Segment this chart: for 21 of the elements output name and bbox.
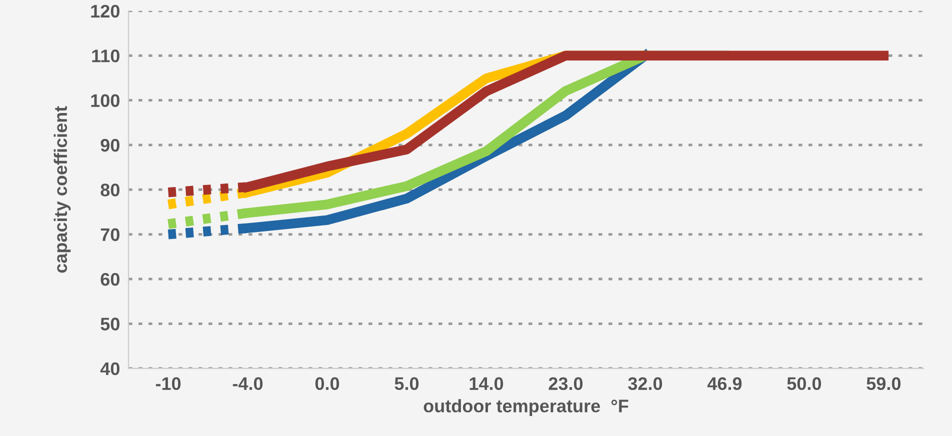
y-tick-label: 70	[100, 228, 120, 242]
x-tick-label: 59.0	[866, 377, 901, 390]
y-tick-label: 110	[92, 50, 120, 62]
y-tick-label: 40	[100, 362, 120, 376]
x-tick-label: 32.0	[628, 377, 662, 390]
x-tick-label: -4.0	[232, 377, 263, 390]
y-tick-label: 50	[100, 318, 120, 330]
x-tick-label: 0.0	[315, 377, 340, 390]
x-tick-label: 14.0	[470, 377, 504, 390]
x-tick-label: 5.0	[394, 377, 419, 390]
x-tick-label: 23.0	[548, 377, 583, 390]
y-axis-title: capacity coefficient	[54, 106, 71, 273]
x-tick-label: -10	[156, 377, 181, 390]
y-tick-label: 60	[100, 272, 120, 286]
x-tick-label: 46.9	[707, 377, 742, 390]
x-tick-label: 50.0	[787, 377, 822, 390]
y-tick-label: 120	[91, 4, 120, 18]
y-tick-label: 100	[91, 94, 120, 107]
y-tick-label: 80	[100, 184, 120, 196]
y-tick-label: 90	[100, 138, 120, 152]
x-axis-title: outdoor temperature °F	[424, 399, 628, 416]
